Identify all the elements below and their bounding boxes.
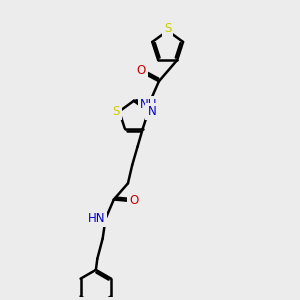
- Text: S: S: [164, 22, 171, 35]
- Text: HN: HN: [87, 212, 105, 224]
- Text: NH: NH: [140, 98, 158, 111]
- Text: S: S: [112, 105, 119, 118]
- Text: N: N: [148, 105, 156, 118]
- Text: O: O: [136, 64, 146, 77]
- Text: O: O: [129, 194, 138, 208]
